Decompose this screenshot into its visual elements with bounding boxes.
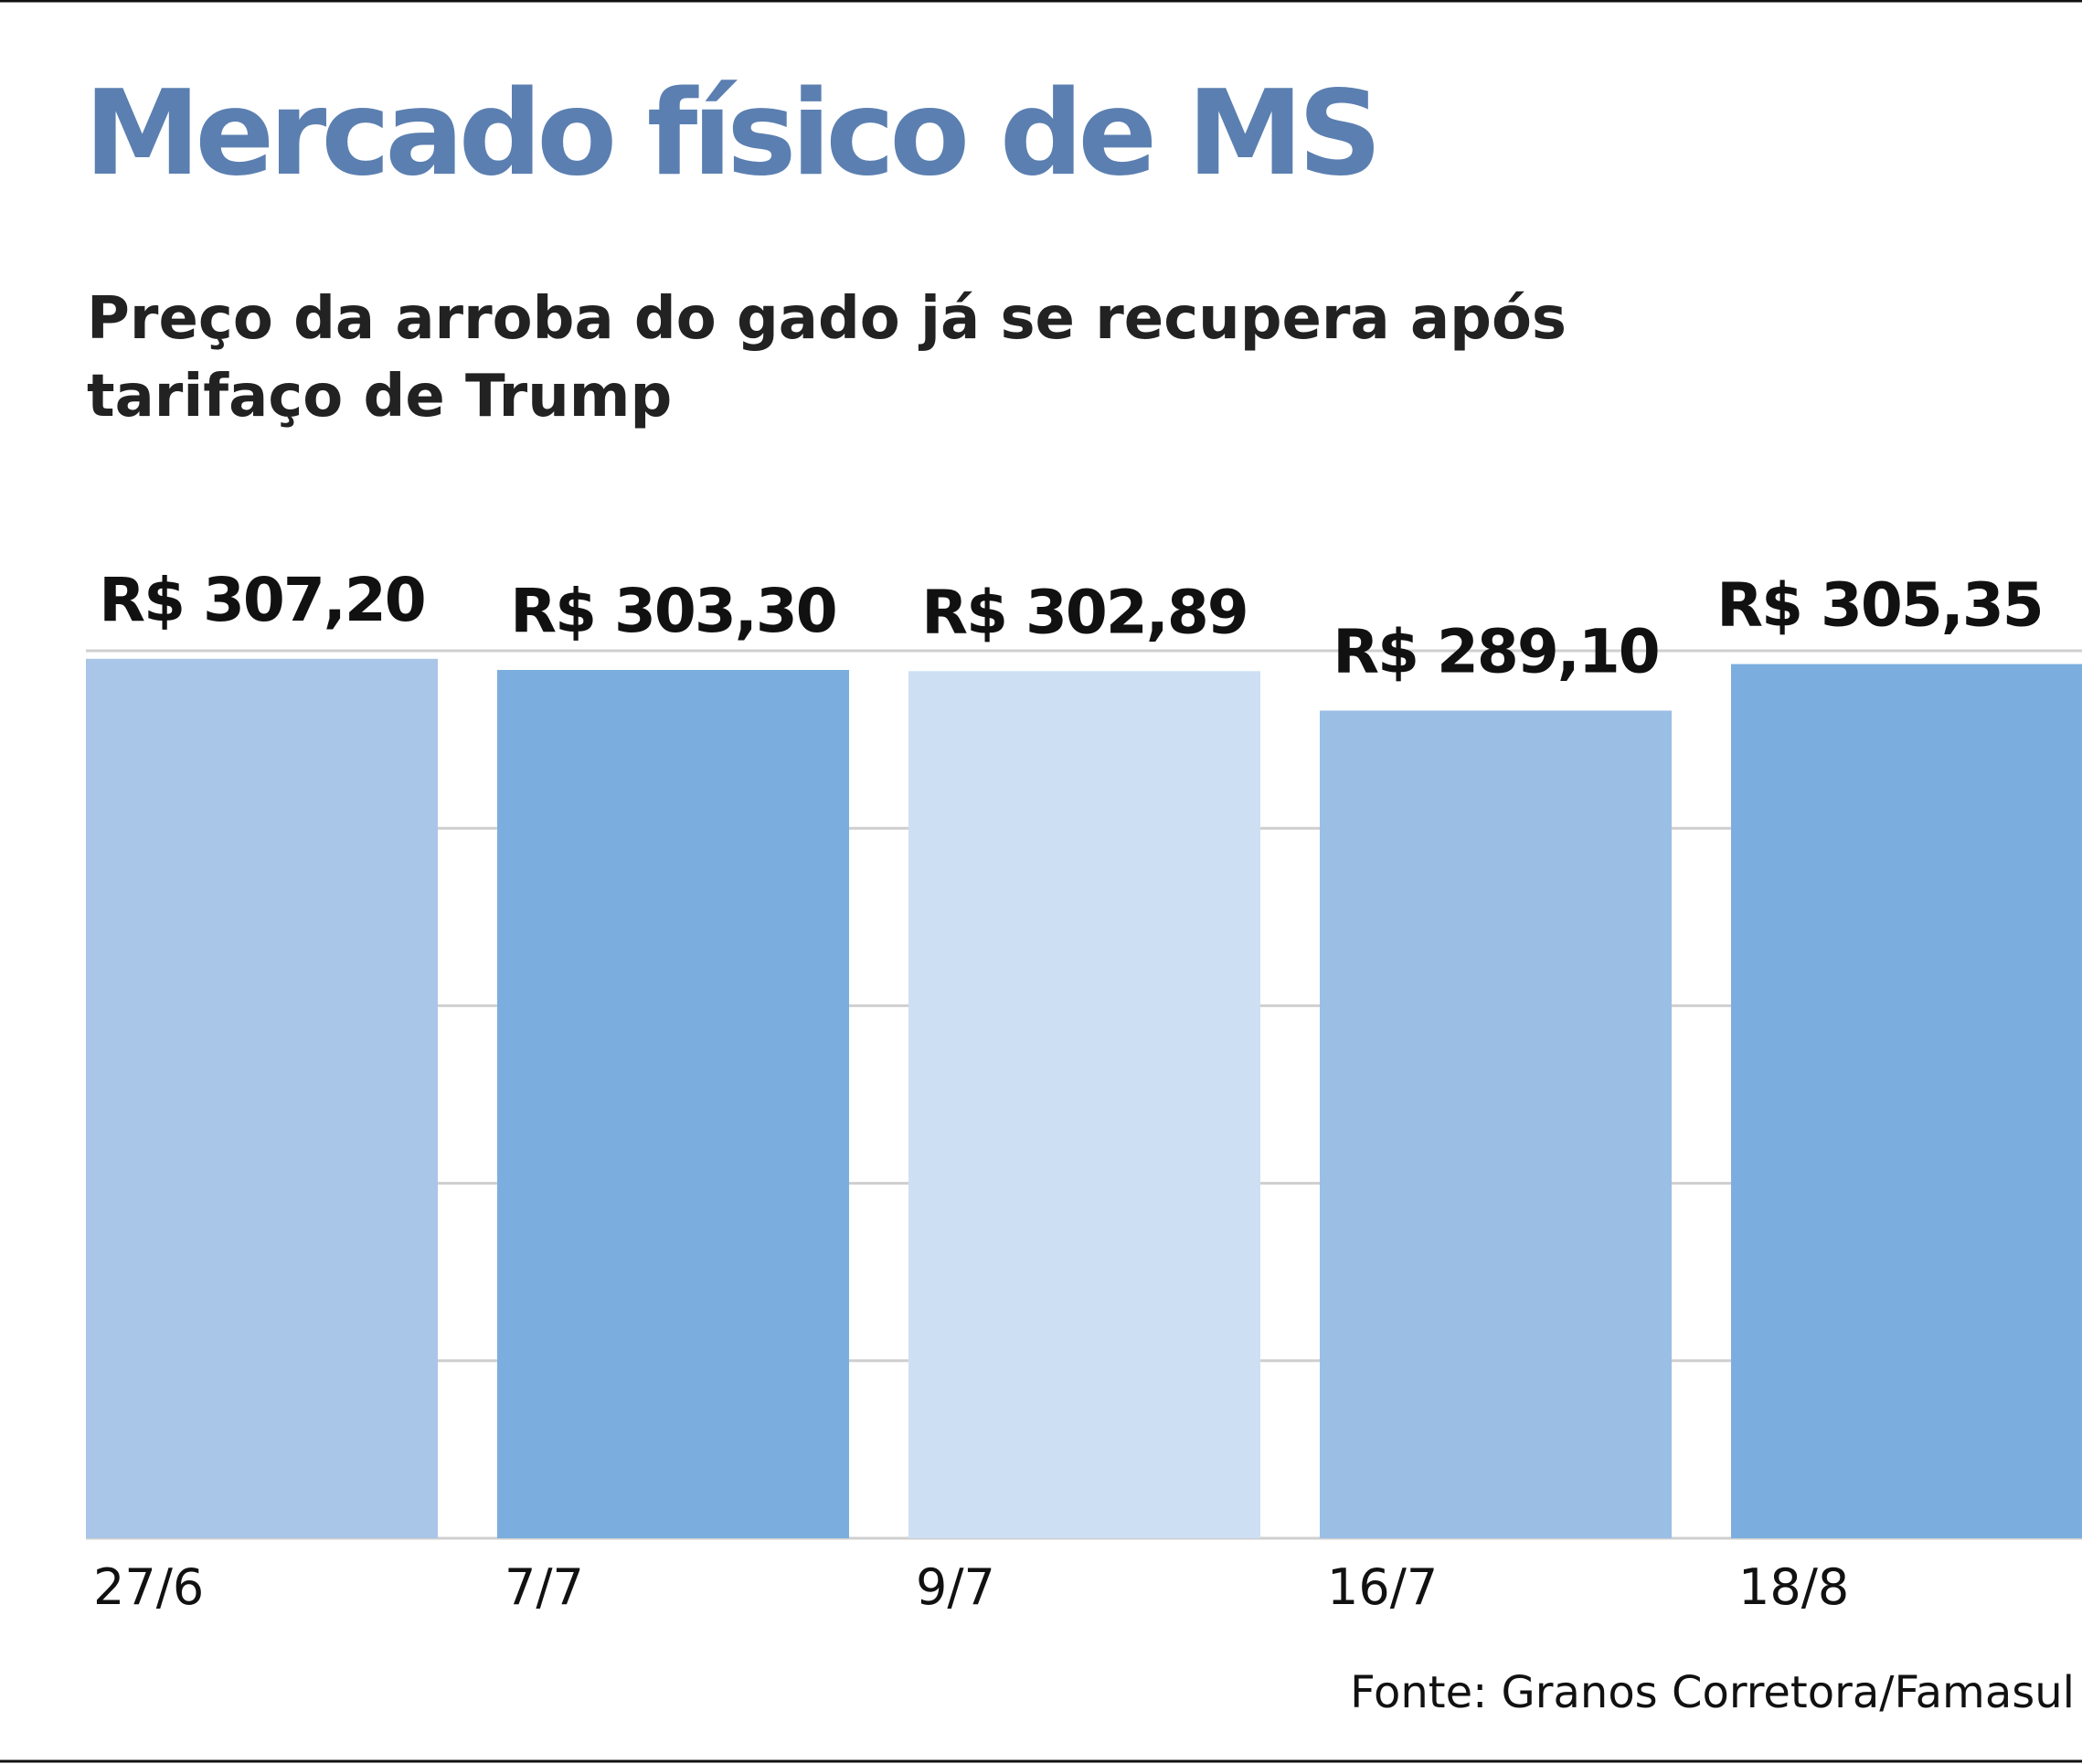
source: Fonte: Granos Corretora/Famasul: [1350, 1667, 2075, 1718]
x-tick-label: 27/6: [93, 1558, 204, 1616]
bar: [86, 658, 438, 1538]
bar: [497, 669, 849, 1538]
value-label: R$ 302,89: [921, 577, 1247, 647]
bar: [1320, 710, 1672, 1538]
chart-subtitle: Preço da arroba do gado já se recupera a…: [87, 285, 1567, 353]
value-label: R$ 307,20: [99, 565, 424, 635]
value-label: R$ 305,35: [1716, 570, 2042, 641]
x-tick-label: 16/7: [1327, 1558, 1438, 1616]
x-tick-label: 18/8: [1738, 1558, 1849, 1616]
chart-subtitle: tarifaço de Trump: [87, 363, 672, 430]
bar: [908, 671, 1260, 1538]
value-label: R$ 289,10: [1333, 616, 1658, 686]
value-label: R$ 303,30: [510, 576, 835, 646]
x-tick-label: 9/7: [916, 1558, 995, 1616]
chart-title: Mercado físico de MS: [84, 66, 1376, 202]
bar: [1731, 664, 2082, 1538]
x-tick-label: 7/7: [505, 1558, 584, 1616]
